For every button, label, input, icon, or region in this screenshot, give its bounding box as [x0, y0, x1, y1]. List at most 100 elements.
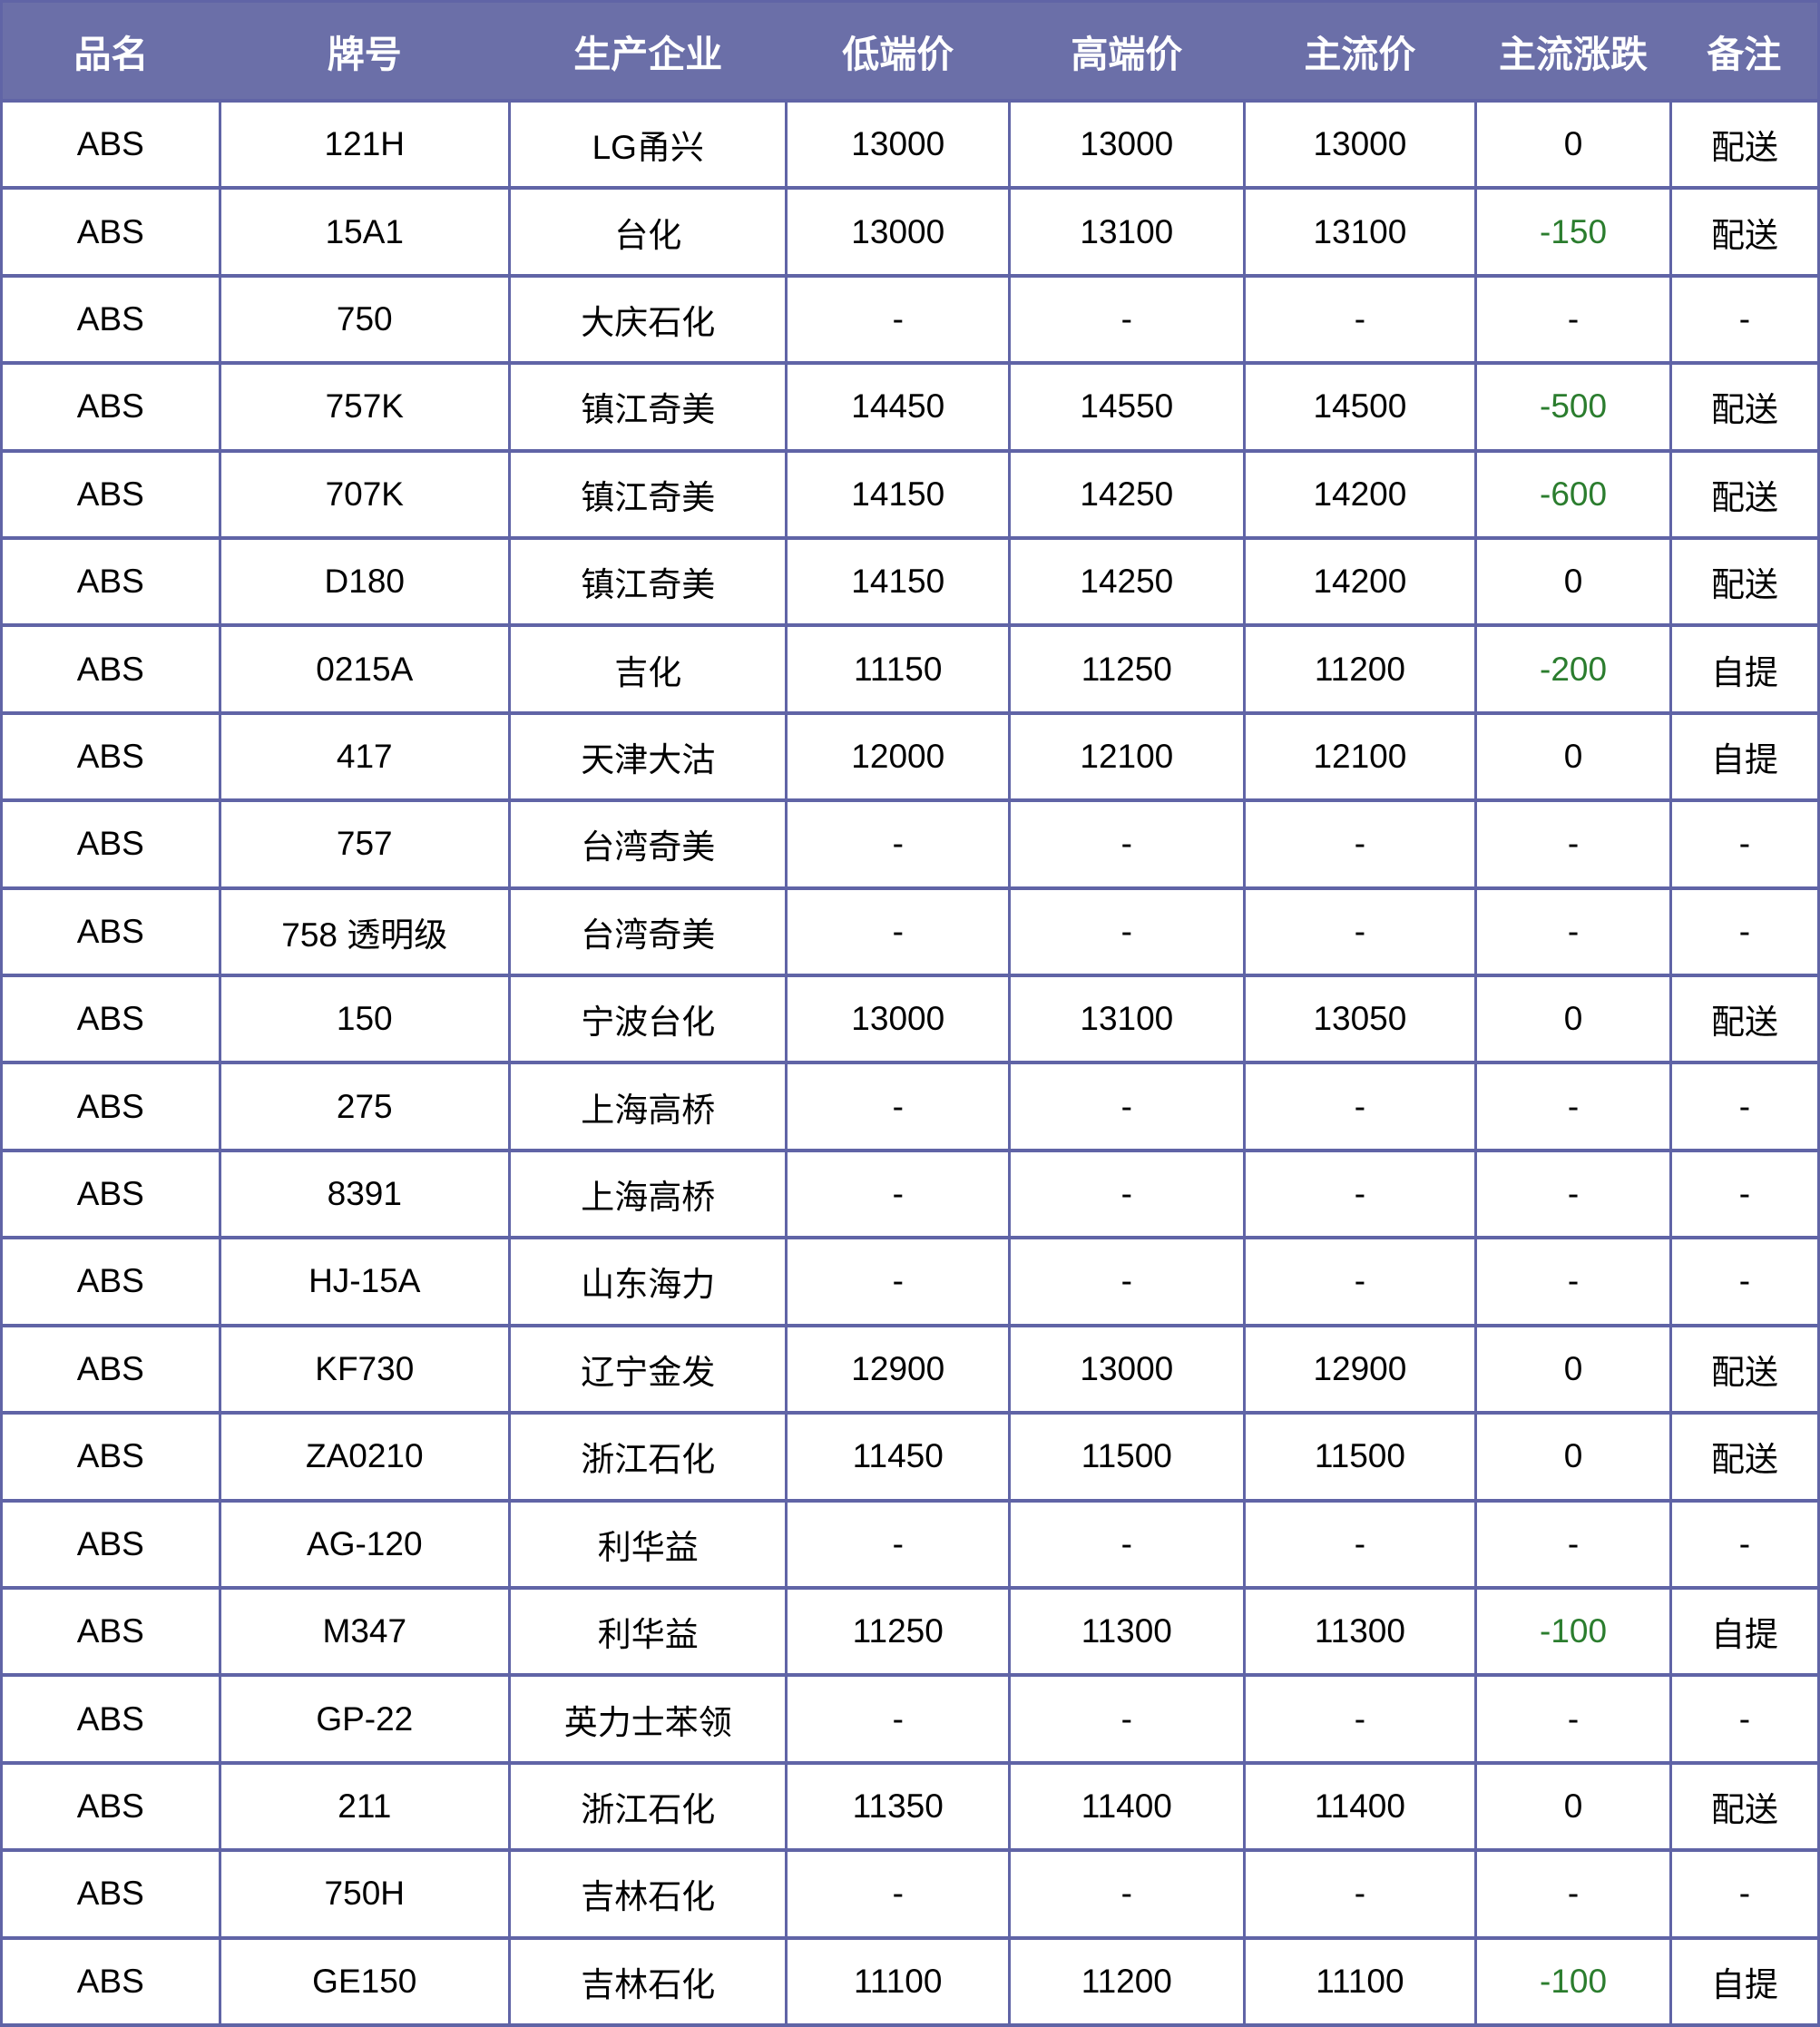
cell-low-price: -	[785, 1236, 1012, 1327]
cell-product: ABS	[0, 1585, 221, 1678]
cell-main-price: -	[1242, 798, 1478, 890]
cell-main-price: 14200	[1242, 448, 1478, 541]
cell-low-price: 11150	[785, 623, 1012, 715]
table-body: ABS 121H LG甬兴 13000 13000 13000 0 配送 ABS 15A1 台化 13…	[0, 98, 1820, 2027]
cell-manufacturer: 台化	[508, 186, 788, 278]
cell-manufacturer: 浙江石化	[508, 1760, 788, 1853]
column-header-grade: 牌号	[220, 1, 510, 101]
cell-low-price: -	[785, 1148, 1012, 1240]
cell-main-price: -	[1242, 1673, 1478, 1765]
cell-manufacturer: 台湾奇美	[508, 886, 788, 978]
cell-high-price: 14250	[1008, 536, 1246, 628]
cell-main-change: 0	[1474, 1760, 1672, 1853]
cell-manufacturer: 英力士苯领	[508, 1673, 788, 1765]
cell-manufacturer: 上海高桥	[508, 1148, 788, 1240]
cell-remark: -	[1668, 798, 1820, 890]
cell-manufacturer: 镇江奇美	[508, 536, 788, 628]
cell-low-price: -	[785, 1673, 1012, 1765]
cell-main-price: 13050	[1242, 974, 1478, 1065]
cell-remark: -	[1668, 1061, 1820, 1152]
cell-remark: 配送	[1668, 1411, 1820, 1503]
cell-low-price: 12900	[785, 1323, 1012, 1415]
cell-main-change: -100	[1474, 1585, 1672, 1678]
cell-grade: 0215A	[218, 623, 512, 715]
cell-main-change: -600	[1474, 448, 1672, 541]
cell-remark: -	[1668, 1498, 1820, 1590]
cell-remark: 配送	[1668, 361, 1820, 453]
cell-remark: 配送	[1668, 186, 1820, 278]
cell-remark: 配送	[1668, 1323, 1820, 1415]
cell-low-price: 14450	[785, 361, 1012, 453]
cell-high-price: -	[1008, 273, 1246, 366]
cell-main-price: 11100	[1242, 1935, 1478, 2027]
cell-high-price: 14550	[1008, 361, 1246, 453]
cell-product: ABS	[0, 886, 221, 978]
cell-low-price: 13000	[785, 974, 1012, 1065]
cell-product: ABS	[0, 1323, 221, 1415]
table-row: ABS D180 镇江奇美 14150 14250 14200 0 配送	[0, 536, 1820, 628]
table-row: ABS 707K 镇江奇美 14150 14250 14200 -600 配送	[0, 448, 1820, 541]
cell-main-price: -	[1242, 1236, 1478, 1327]
table-row: ABS AG-120 利华益 - - - - -	[0, 1498, 1820, 1590]
cell-main-change: -100	[1474, 1935, 1672, 2027]
cell-low-price: 12000	[785, 710, 1012, 803]
cell-main-price: 12100	[1242, 710, 1478, 803]
cell-low-price: -	[785, 1061, 1012, 1152]
cell-main-price: 13100	[1242, 186, 1478, 278]
cell-grade: 750	[218, 273, 512, 366]
cell-manufacturer: 镇江奇美	[508, 448, 788, 541]
column-header-low-price: 低端价	[786, 1, 1010, 101]
cell-grade: D180	[218, 536, 512, 628]
cell-high-price: 11400	[1008, 1760, 1246, 1853]
cell-high-price: 11200	[1008, 1935, 1246, 2027]
cell-manufacturer: 吉林石化	[508, 1935, 788, 2027]
cell-main-price: 13000	[1242, 98, 1478, 191]
table-row: ABS 757 台湾奇美 - - - - -	[0, 798, 1820, 890]
cell-product: ABS	[0, 1411, 221, 1503]
cell-grade: 15A1	[218, 186, 512, 278]
cell-main-change: -	[1474, 1061, 1672, 1152]
cell-low-price: 11450	[785, 1411, 1012, 1503]
cell-low-price: 11100	[785, 1935, 1012, 2027]
cell-manufacturer: 宁波台化	[508, 974, 788, 1065]
table-row: ABS 0215A 吉化 11150 11250 11200 -200 自提	[0, 623, 1820, 715]
cell-product: ABS	[0, 1236, 221, 1327]
cell-main-change: -	[1474, 1148, 1672, 1240]
cell-main-change: 0	[1474, 1323, 1672, 1415]
cell-grade: 758 透明级	[218, 886, 512, 978]
cell-low-price: 14150	[785, 536, 1012, 628]
cell-low-price: 11350	[785, 1760, 1012, 1853]
cell-main-change: 0	[1474, 710, 1672, 803]
cell-main-change: 0	[1474, 536, 1672, 628]
cell-manufacturer: 上海高桥	[508, 1061, 788, 1152]
cell-low-price: 13000	[785, 186, 1012, 278]
cell-grade: ZA0210	[218, 1411, 512, 1503]
cell-grade: AG-120	[218, 1498, 512, 1590]
table-row: ABS 758 透明级 台湾奇美 - - - - -	[0, 886, 1820, 978]
column-header-product: 品名	[1, 1, 220, 101]
cell-main-change: 0	[1474, 98, 1672, 191]
column-header-high-price: 高端价	[1009, 1, 1245, 101]
cell-grade: GP-22	[218, 1673, 512, 1765]
cell-high-price: -	[1008, 1236, 1246, 1327]
cell-main-change: -	[1474, 798, 1672, 890]
cell-product: ABS	[0, 273, 221, 366]
table-row: ABS M347 利华益 11250 11300 11300 -100 自提	[0, 1585, 1820, 1678]
cell-grade: 8391	[218, 1148, 512, 1240]
cell-remark: 配送	[1668, 974, 1820, 1065]
cell-remark: 自提	[1668, 1935, 1820, 2027]
cell-manufacturer: LG甬兴	[508, 98, 788, 191]
cell-high-price: -	[1008, 1848, 1246, 1940]
cell-product: ABS	[0, 1061, 221, 1152]
cell-remark: -	[1668, 273, 1820, 366]
column-header-main-price: 主流价	[1244, 1, 1476, 101]
cell-manufacturer: 大庆石化	[508, 273, 788, 366]
cell-high-price: 11500	[1008, 1411, 1246, 1503]
cell-remark: 自提	[1668, 623, 1820, 715]
cell-product: ABS	[0, 1673, 221, 1765]
cell-high-price: -	[1008, 886, 1246, 978]
cell-main-price: -	[1242, 1061, 1478, 1152]
cell-high-price: 13100	[1008, 186, 1246, 278]
cell-remark: 配送	[1668, 98, 1820, 191]
